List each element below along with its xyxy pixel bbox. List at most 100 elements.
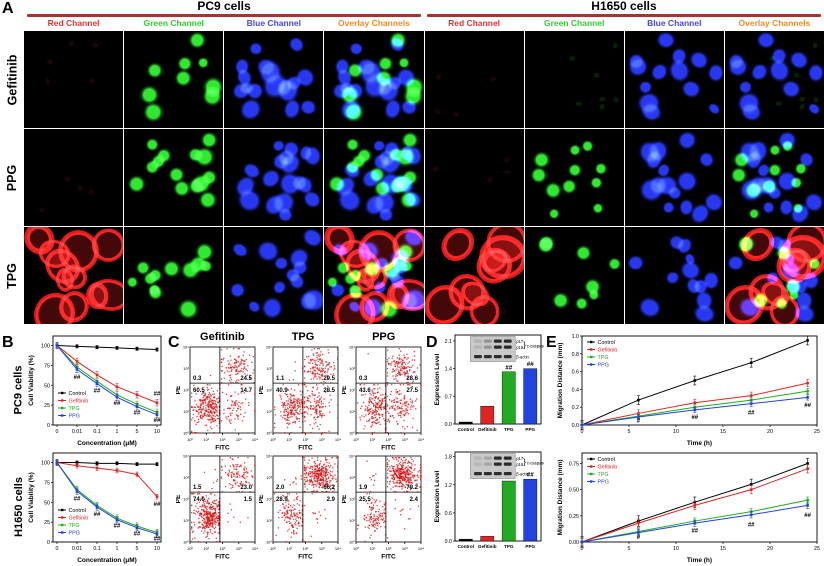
channel-label: Blue Channel [647, 18, 702, 28]
svg-text:Gefitinib: Gefitinib [598, 348, 618, 354]
svg-text:20: 20 [767, 546, 773, 552]
group-header-pc9-label: PC9 cells [197, 0, 251, 13]
svg-text:1: 1 [116, 546, 119, 552]
svg-text:1.8: 1.8 [445, 455, 452, 461]
svg-text:10: 10 [673, 429, 679, 435]
channel-label: Green Channel [543, 18, 605, 28]
svg-text:c-caspase: c-caspase [527, 344, 544, 349]
svg-text:0.6: 0.6 [445, 511, 452, 517]
svg-text:100: 100 [41, 461, 50, 467]
microscopy-cell [724, 129, 824, 227]
svg-text:1.0: 1.0 [572, 334, 579, 340]
svg-text:2.1: 2.1 [445, 339, 452, 345]
svg-text:15: 15 [720, 546, 726, 552]
svg-text:5: 5 [136, 546, 139, 552]
channel-label: Red Channel [448, 18, 501, 28]
header-underline-bar [427, 14, 821, 17]
svg-text:Control: Control [598, 457, 615, 463]
channel-label: Blue Channel [246, 18, 301, 28]
flow-plot-pc9-tpg [259, 344, 341, 452]
svg-text:PPG: PPG [69, 414, 80, 420]
svg-text:Migration Distance (mm): Migration Distance (mm) [557, 460, 564, 536]
svg-text:##: ## [134, 411, 141, 417]
svg-text:##: ## [691, 529, 698, 535]
svg-text:Time (h): Time (h) [687, 557, 712, 564]
svg-text:1.4: 1.4 [445, 367, 452, 373]
panel-c-letter: C [168, 334, 180, 351]
svg-text:p17: p17 [516, 456, 524, 461]
svg-text:0: 0 [56, 546, 59, 552]
svg-text:Gefitinib: Gefitinib [598, 465, 618, 471]
row-label-pc9: PC9 cells [12, 365, 25, 415]
channel-label: Green Channel [143, 18, 204, 28]
svg-text:0.8: 0.8 [572, 352, 579, 358]
svg-text:PPG: PPG [525, 544, 535, 549]
svg-text:Gefitinib: Gefitinib [69, 516, 89, 522]
svg-text:0.1: 0.1 [93, 429, 100, 435]
svg-text:Expression Level: Expression Level [434, 353, 441, 405]
panel-b: PC9 cells H1650 cells 0 25 50 75 100 0 0.01 0.1… [0, 331, 166, 566]
microscopy-cell [524, 31, 624, 129]
microscopy-cell [424, 31, 524, 129]
svg-text:##: ## [74, 375, 81, 381]
microscopy-cell [24, 129, 124, 227]
svg-text:Gefitinib: Gefitinib [478, 544, 497, 549]
microscopy-cell [524, 227, 624, 325]
flow-plot-h1650-ppg [342, 453, 424, 561]
microscopy-grid [24, 31, 824, 325]
flow-column-header: PPG [372, 331, 396, 343]
panel-c: Gefitinib TPG PPG [166, 331, 424, 566]
svg-text:0.0: 0.0 [445, 422, 452, 428]
row-label-h1650: H1650 cells [12, 477, 25, 538]
svg-text:#: # [637, 418, 641, 424]
svg-text:##: ## [748, 522, 755, 528]
svg-text:PPG: PPG [525, 427, 535, 432]
panel-d: 0.0 0.7 1.4 2.1 Expression Level Control Gefit… [424, 331, 546, 566]
svg-text:p17: p17 [516, 339, 524, 344]
svg-text:0.2: 0.2 [572, 405, 579, 411]
panel-a-letter: A [2, 0, 14, 17]
svg-text:##: ## [114, 401, 121, 407]
svg-text:Expression Level: Expression Level [434, 470, 441, 522]
svg-text:##: ## [114, 524, 121, 530]
svg-text:100: 100 [41, 344, 50, 350]
flow-plot-pc9-gefitinib [176, 344, 258, 452]
svg-text:PPG: PPG [69, 531, 80, 537]
svg-text:##: ## [74, 497, 81, 503]
svg-text:Cell Viability (%): Cell Viability (%) [28, 355, 35, 405]
svg-text:5: 5 [628, 429, 631, 435]
svg-text:##: ## [94, 388, 101, 394]
svg-text:Control: Control [598, 340, 615, 346]
svg-text:10: 10 [154, 429, 160, 435]
svg-text:p19: p19 [516, 462, 524, 467]
channel-label: Overlay Channels [738, 18, 811, 28]
svg-text:p19: p19 [516, 345, 524, 350]
microscopy-cell [624, 227, 724, 325]
channel-label: Overlay Channels [338, 18, 410, 28]
microscopy-cell [724, 227, 824, 325]
svg-text:0: 0 [56, 429, 59, 435]
svg-text:1: 1 [116, 429, 119, 435]
svg-text:20: 20 [767, 429, 773, 435]
header-underline-bar [27, 14, 421, 17]
svg-text:#: # [637, 535, 641, 541]
svg-text:0.0: 0.0 [572, 423, 579, 429]
microscopy-cell [424, 129, 524, 227]
group-header-pc9: PC9 cells [24, 0, 424, 17]
svg-text:TPG: TPG [598, 355, 609, 361]
svg-text:Control: Control [458, 544, 474, 549]
svg-text:Control: Control [458, 427, 474, 432]
svg-text:0.6: 0.6 [572, 370, 579, 376]
microscopy-cell [24, 227, 124, 325]
svg-text:c-caspase: c-caspase [527, 461, 544, 466]
svg-text:}: } [523, 458, 526, 467]
svg-text:0.0: 0.0 [445, 539, 452, 545]
flow-column-header: TPG [291, 331, 315, 343]
svg-text:0: 0 [47, 423, 50, 429]
svg-text:Cell Viability (%): Cell Viability (%) [28, 472, 35, 522]
svg-text:Gefitinib: Gefitinib [478, 427, 497, 432]
svg-text:##: ## [94, 512, 101, 518]
svg-text:##: ## [804, 403, 811, 409]
svg-text:0.50: 0.50 [569, 488, 579, 494]
panel-d-letter: D [426, 334, 438, 351]
